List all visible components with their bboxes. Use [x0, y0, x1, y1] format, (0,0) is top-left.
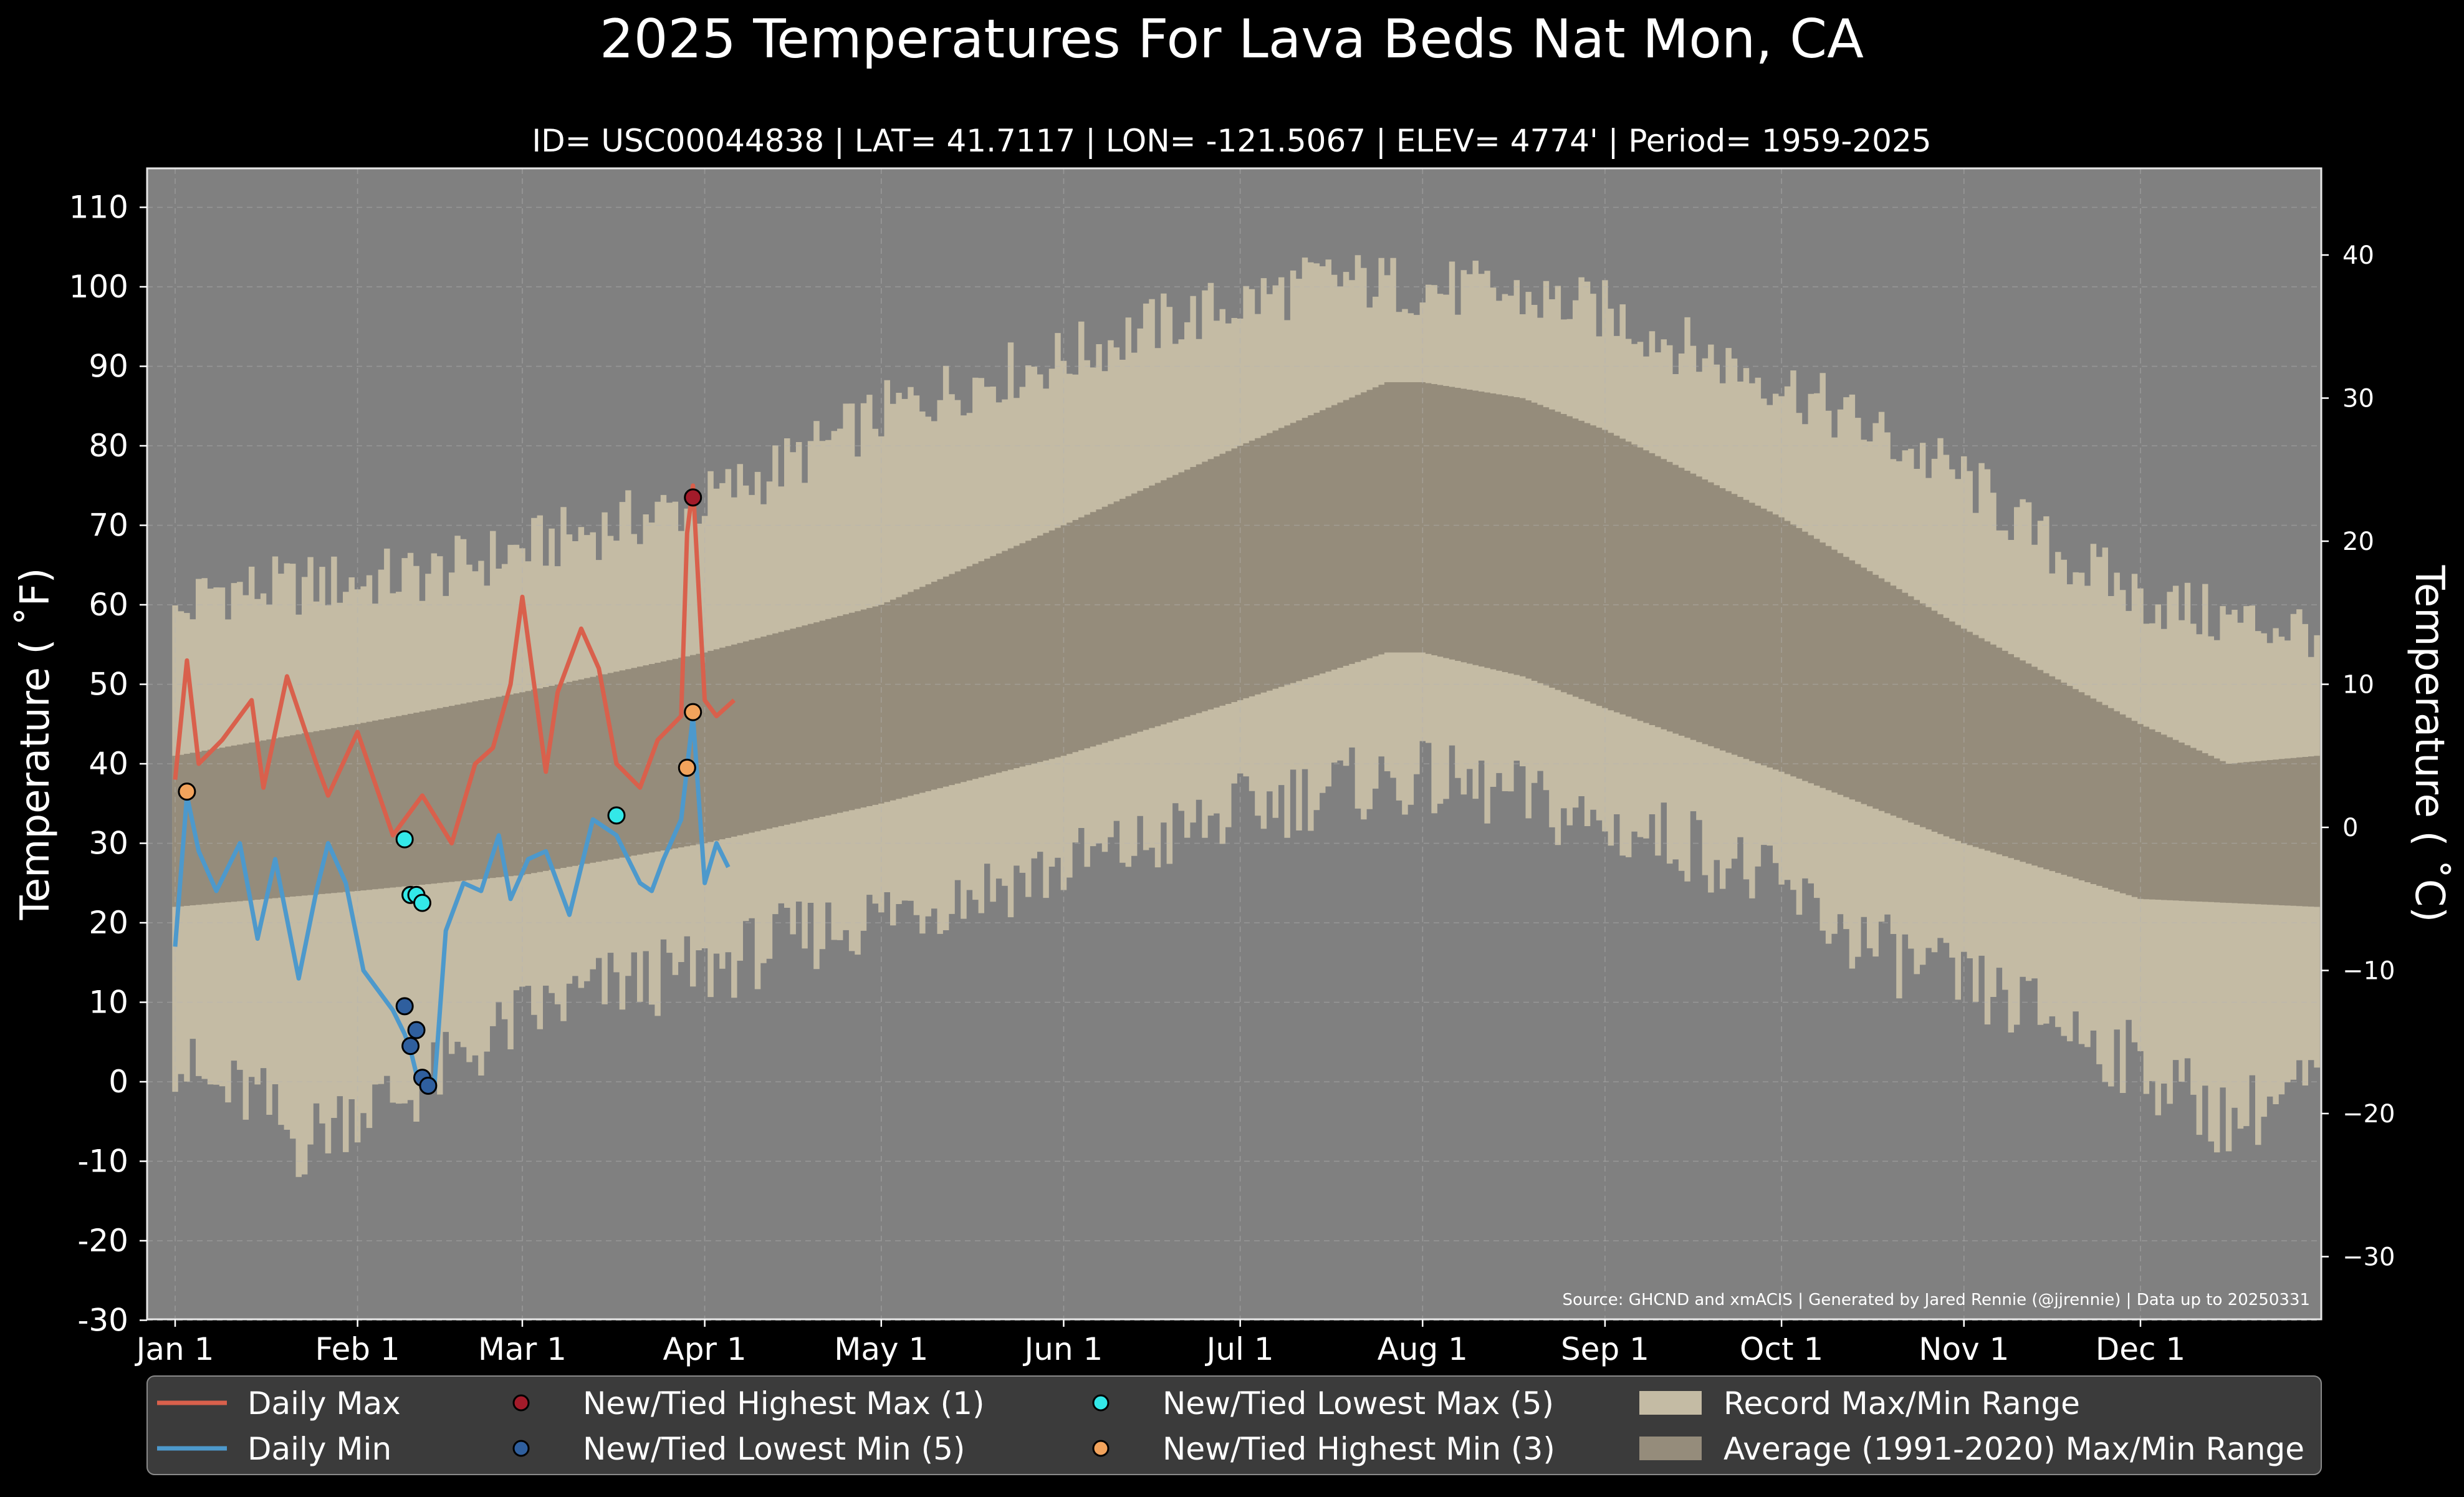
y-tick-label: -20 — [77, 1223, 128, 1259]
legend-label: New/Tied Highest Min (3) — [1162, 1431, 1555, 1467]
legend-label: New/Tied Lowest Max (5) — [1162, 1385, 1554, 1422]
legend-patch-swatch — [1639, 1391, 1702, 1415]
legend-dot-swatch — [1092, 1394, 1110, 1412]
record-marker — [684, 488, 702, 507]
x-tick-label: May 1 — [834, 1331, 928, 1367]
y-right-tick-label: −30 — [2342, 1243, 2395, 1272]
daily-max-line — [173, 483, 736, 845]
y-tick-label: 100 — [69, 269, 128, 305]
y-right-tick-label: −20 — [2342, 1100, 2395, 1129]
record-marker — [401, 1037, 420, 1056]
y-tick-label: 10 — [89, 984, 128, 1021]
record-markers — [178, 488, 702, 1095]
chart-subtitle: ID= USC00044838 | LAT= 41.7117 | LON= -1… — [532, 123, 1931, 159]
legend-label: New/Tied Lowest Min (5) — [583, 1431, 965, 1467]
record-marker — [607, 806, 626, 825]
y-tick-label: 80 — [89, 428, 128, 464]
legend-label: Average (1991-2020) Max/Min Range — [1723, 1431, 2304, 1467]
plot-frame — [146, 167, 2323, 1321]
x-tick-label: Sep 1 — [1561, 1331, 1649, 1367]
y-axis-right-label: Temperature ( ˚C) — [2406, 565, 2452, 923]
x-tick-label: Jun 1 — [1023, 1331, 1103, 1367]
x-tick-label: Jan 1 — [135, 1331, 214, 1367]
record-marker — [395, 830, 414, 849]
daily-series — [173, 483, 736, 1092]
chart-title: 2025 Temperatures For Lava Beds Nat Mon,… — [600, 8, 1864, 70]
y-tick-label: 110 — [69, 190, 128, 226]
y-tick-label: 30 — [89, 826, 128, 862]
record-marker — [395, 997, 414, 1016]
y-tick-label: 0 — [108, 1064, 128, 1100]
x-tick-label: Oct 1 — [1740, 1331, 1823, 1367]
y-right-tick-label: 30 — [2342, 385, 2374, 413]
legend-label: New/Tied Highest Max (1) — [583, 1385, 985, 1422]
record-range-area — [172, 255, 2320, 1177]
legend-dot-swatch — [512, 1440, 530, 1457]
y-tick-label: 40 — [89, 746, 128, 782]
record-marker — [413, 893, 431, 912]
record-marker — [419, 1076, 438, 1095]
legend-box — [146, 1375, 2322, 1475]
average-range-area — [172, 382, 2320, 907]
y-tick-label: 60 — [89, 587, 128, 623]
x-tick-label: Nov 1 — [1919, 1331, 2009, 1367]
daily-min-line — [173, 714, 731, 1092]
y-axis-left-label: Temperature ( ˚F) — [12, 568, 59, 921]
x-axis: Jan 1 Feb 1 Mar 1 Apr 1 May 1 Jun 1 Jul 1 Aug 1… — [135, 1319, 2185, 1367]
x-tick-label: Apr 1 — [663, 1331, 746, 1367]
legend-patch-swatch — [1639, 1437, 1702, 1460]
x-tick-label: Jul 1 — [1205, 1331, 1274, 1367]
y-tick-label: 20 — [89, 905, 128, 941]
y-tick-label: -10 — [77, 1143, 128, 1180]
x-tick-label: Aug 1 — [1378, 1331, 1468, 1367]
legend-dot-swatch — [512, 1394, 530, 1412]
record-marker — [684, 703, 702, 721]
record-marker — [678, 758, 696, 777]
legend-dot-swatch — [1092, 1440, 1110, 1457]
y-right-tick-label: 40 — [2342, 241, 2374, 270]
y-tick-label: -30 — [77, 1302, 128, 1339]
x-tick-label: Mar 1 — [478, 1331, 567, 1367]
legend-label: Daily Min — [247, 1431, 391, 1467]
x-tick-label: Dec 1 — [2096, 1331, 2185, 1367]
legend-label: Record Max/Min Range — [1723, 1385, 2080, 1422]
x-tick-label: Feb 1 — [315, 1331, 400, 1367]
y-tick-label: 70 — [89, 508, 128, 544]
record-marker — [407, 1021, 426, 1039]
record-marker — [178, 782, 196, 801]
source-note: Source: GHCND and xmACIS | Generated by … — [1562, 1291, 2310, 1309]
y-axis-right: 40 30 20 10 0 −10 −20 −30 — [2321, 241, 2395, 1272]
legend-label: Daily Max — [247, 1385, 401, 1422]
y-right-tick-label: −10 — [2342, 957, 2395, 986]
plot-area — [147, 168, 2321, 1319]
y-right-tick-label: 0 — [2342, 814, 2358, 842]
y-tick-label: 50 — [89, 667, 128, 703]
y-right-tick-label: 20 — [2342, 527, 2374, 556]
legend: Daily Max Daily Min New/Tied Highest Max (… — [146, 1375, 2322, 1475]
y-right-tick-label: 10 — [2342, 671, 2374, 700]
y-tick-label: 90 — [89, 349, 128, 385]
